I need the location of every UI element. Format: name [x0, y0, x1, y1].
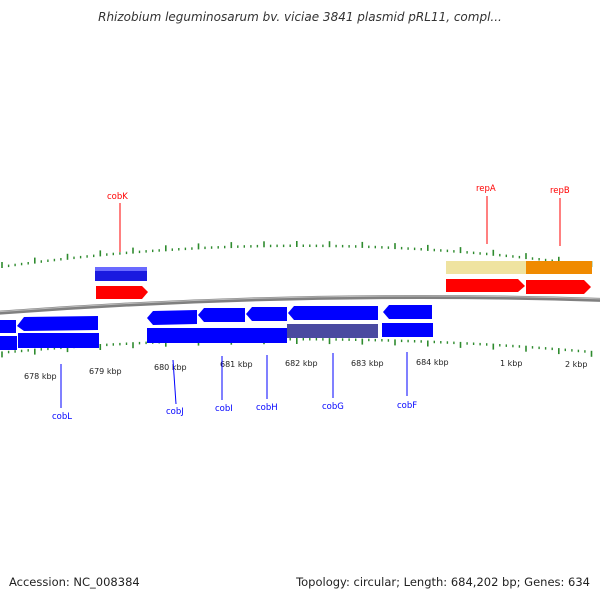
- gene-arrow[interactable]: [198, 308, 245, 322]
- gene-arrow[interactable]: [147, 310, 197, 325]
- outer-tick-marks: [1, 241, 593, 268]
- gene-cobI-label[interactable]: cobI: [215, 404, 233, 414]
- gene-cobH-label[interactable]: cobH: [256, 403, 278, 413]
- gene-arrow[interactable]: [288, 306, 378, 320]
- gene-arrow[interactable]: [383, 305, 432, 319]
- map-title: Rhizobium leguminosarum bv. viciae 3841 …: [98, 10, 502, 24]
- tick-label: 1 kbp: [500, 359, 522, 368]
- feature-block[interactable]: [18, 333, 99, 348]
- tick-label: 678 kbp: [24, 372, 57, 381]
- tick-label: 684 kbp: [416, 358, 449, 367]
- feature-block[interactable]: [287, 324, 378, 338]
- tick-label: 682 kbp: [285, 359, 318, 368]
- gene-repB-arrow[interactable]: [526, 280, 591, 294]
- gene-arrow[interactable]: [246, 307, 287, 321]
- gene-cobJ-label[interactable]: cobJ: [166, 407, 184, 417]
- gene-arrow[interactable]: [0, 320, 16, 333]
- gene-cobF-label[interactable]: cobF: [397, 401, 417, 411]
- gene-repA-label[interactable]: repA: [476, 184, 496, 194]
- feature-block[interactable]: [0, 336, 17, 350]
- tick-label: 683 kbp: [351, 359, 384, 368]
- feature-block[interactable]: [526, 261, 592, 274]
- genome-backbone: [0, 294, 600, 315]
- gene-repA-arrow[interactable]: [446, 279, 525, 292]
- gene-cobJ-pointer: [172, 359, 177, 405]
- feature-block[interactable]: [95, 267, 147, 271]
- accession-label: Accession: NC_008384: [9, 575, 140, 589]
- gene-cobG-label[interactable]: cobG: [322, 402, 344, 412]
- genome-backbone-highlight: [0, 295, 600, 313]
- feature-block[interactable]: [382, 323, 433, 337]
- tick-label: 2 kbp: [565, 360, 587, 369]
- feature-block[interactable]: [446, 261, 526, 274]
- genome-summary: Topology: circular; Length: 684,202 bp; …: [296, 575, 590, 589]
- gene-repB-label[interactable]: repB: [550, 186, 570, 196]
- tick-label: 679 kbp: [89, 367, 122, 376]
- tick-label: 681 kbp: [220, 360, 253, 369]
- gene-cobK-label[interactable]: cobK: [107, 192, 128, 202]
- tick-label: 680 kbp: [154, 363, 187, 372]
- feature-block[interactable]: [147, 328, 287, 343]
- gene-cobL-label[interactable]: cobL: [52, 412, 72, 422]
- gene-arrow[interactable]: [17, 316, 98, 331]
- gene-cobK-arrow[interactable]: [96, 286, 148, 299]
